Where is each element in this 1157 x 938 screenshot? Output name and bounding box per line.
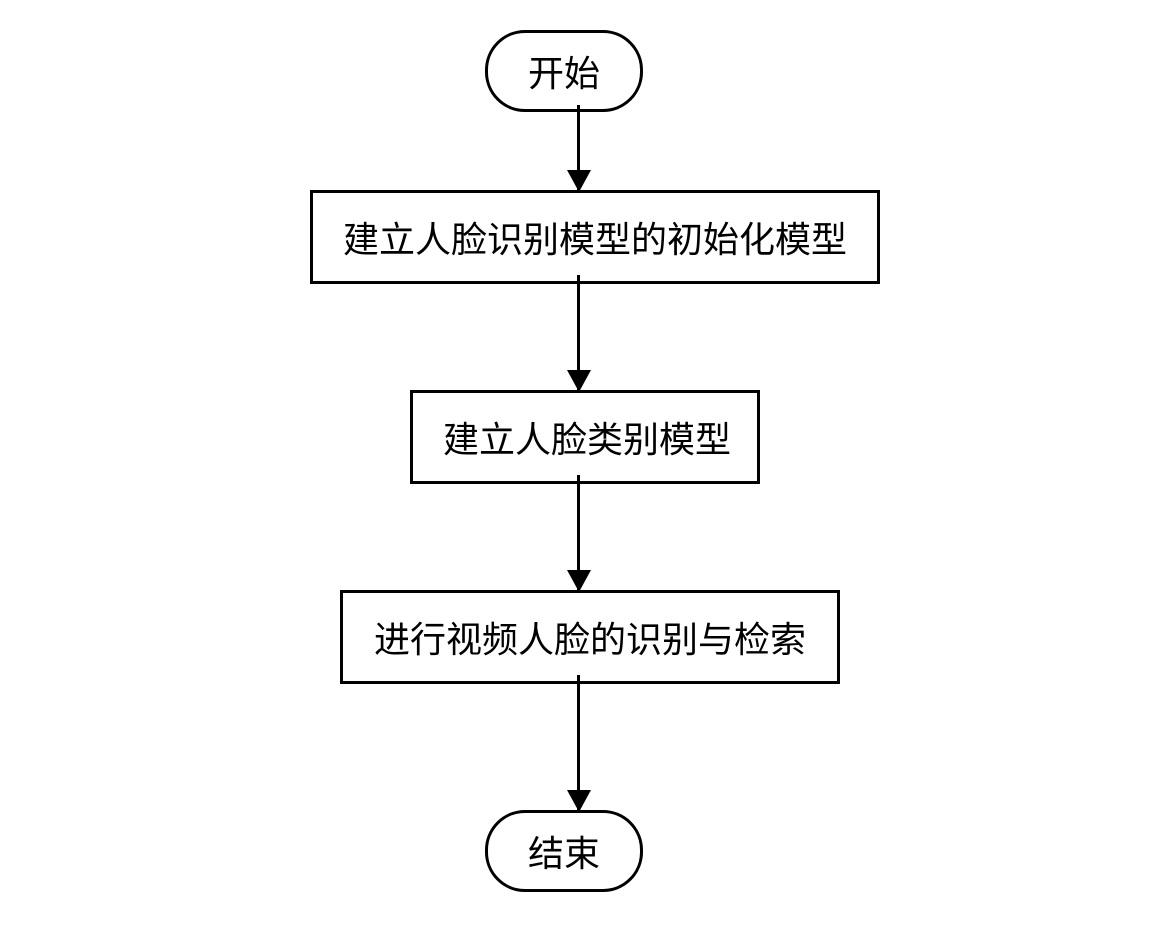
end-terminator: 结束	[485, 810, 643, 892]
arrow-step3-to-end	[577, 675, 580, 810]
start-terminator: 开始	[485, 30, 643, 112]
arrow-step1-to-step2	[577, 275, 580, 390]
step1-process: 建立人脸识别模型的初始化模型	[310, 190, 880, 284]
arrow-start-to-step1	[577, 105, 580, 190]
end-label: 结束	[528, 834, 600, 874]
step3-process: 进行视频人脸的识别与检索	[340, 590, 840, 684]
end-shape: 结束	[485, 810, 643, 892]
step1-label: 建立人脸识别模型的初始化模型	[343, 220, 847, 260]
start-label: 开始	[528, 54, 600, 94]
step2-process: 建立人脸类别模型	[410, 390, 760, 484]
arrow-step2-to-step3	[577, 475, 580, 590]
step3-label: 进行视频人脸的识别与检索	[374, 620, 806, 660]
step2-label: 建立人脸类别模型	[443, 420, 731, 460]
start-shape: 开始	[485, 30, 643, 112]
